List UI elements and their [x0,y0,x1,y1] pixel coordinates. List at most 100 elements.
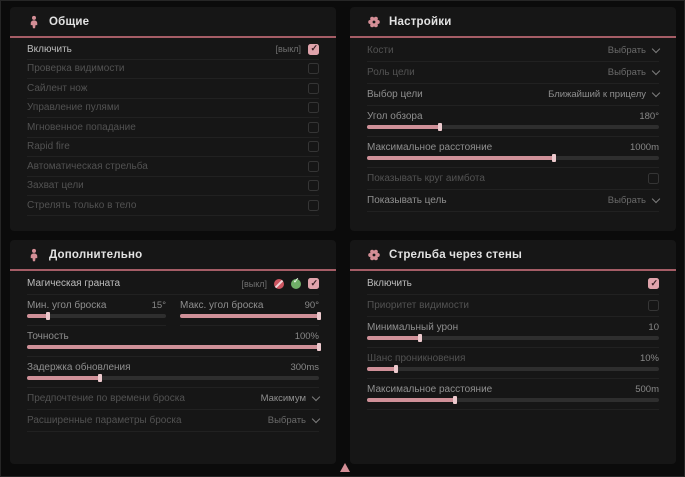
dropdown-value: Ближайший к прицелу [548,89,646,100]
dropdown[interactable]: Выбрать [608,44,661,56]
toggle-row: Приоритет видимости [367,295,659,317]
toggle-row: Rapid fire [27,138,319,157]
slider-value: 90° [304,299,319,311]
dropdown[interactable]: Ближайший к прицелу [548,88,661,100]
checkbox[interactable] [308,121,319,133]
slider-label: Задержка обновления [27,361,131,373]
keybind-tag: [выкл] [241,278,267,289]
slider-label: Мин. угол броска [27,299,107,311]
red-cross-icon[interactable] [274,278,284,289]
person-icon [30,15,38,28]
toggle-label: Проверка видимости [27,63,125,75]
slider-fill[interactable] [367,365,399,373]
checkbox[interactable] [648,173,659,184]
slider[interactable] [367,365,659,373]
slider-label: Максимальное расстояние [367,383,493,395]
toggle-row: Сайлент нож [27,79,319,99]
cursor-icon [340,463,350,472]
slider-value: 10% [639,352,659,364]
dropdown-label: Показывать цель [367,195,447,206]
dropdown-label: Выбор цели [367,89,423,100]
slider[interactable] [367,123,659,131]
panel-title: Стрельба через стены [389,248,523,261]
slider[interactable] [27,374,319,382]
dropdown-row: Выбор цели Ближайший к прицелу [367,84,661,106]
slider-row: Точность 100% [27,326,321,357]
gear-icon [368,16,380,27]
panel-general-header: Общие [10,7,336,38]
dropdown-row: Кости Выбрать [367,40,661,62]
toggle-row: Управление пулями [27,99,319,118]
slider-fill[interactable] [180,312,321,320]
slider-value: 180° [639,110,659,122]
slider-fill[interactable] [367,396,457,404]
slider[interactable] [27,343,321,351]
dropdown-row: Роль цели Выбрать [367,62,661,84]
dropdown-label: Роль цели [367,67,415,78]
checkbox[interactable] [308,141,319,153]
slider-value: 100% [294,330,319,342]
slider-row: Минимальный урон 10 [367,317,659,348]
dropdown-label: Предпочтение по времени броска [27,393,185,404]
checkbox[interactable] [648,278,659,289]
toggle-label: Автоматическая стрельба [27,160,148,172]
dropdown-label: Расширенные параметры броска [27,415,182,426]
slider-value: 500m [635,383,659,395]
dropdown-value: Выбрать [267,415,306,426]
toggle-label: Приоритет видимости [367,300,470,311]
checkbox[interactable] [308,180,319,192]
slider-label: Минимальный урон [367,321,459,333]
slider-row: Максимальное расстояние 1000m [367,137,659,168]
dropdown[interactable]: Максимум [260,392,321,404]
slider-value: 15° [151,299,166,311]
toggle-label: Включить [367,278,412,289]
panel-title: Дополнительно [49,248,143,261]
panel-settings-header: Настройки [350,7,676,38]
toggle-label: Захват цели [27,180,84,192]
slider-fill[interactable] [27,312,50,320]
checkbox[interactable] [308,160,319,172]
slider[interactable] [367,154,659,162]
slider-label: Угол обзора [367,110,423,122]
checkbox[interactable] [308,102,319,114]
dropdown-row: Расширенные параметры броска Выбрать [27,410,321,432]
chevron-down-icon [651,194,661,204]
slider[interactable] [180,312,321,320]
checkbox[interactable] [308,63,319,75]
checkbox[interactable] [308,278,319,289]
toggle-row: Проверка видимости [27,60,319,79]
slider-row: Макс. угол броска 90° [180,295,321,326]
toggle-label: Управление пулями [27,102,120,114]
slider[interactable] [27,312,166,320]
panel-extra: Дополнительно Магическая граната [выкл] … [10,240,336,464]
toggle-label: Стрелять только в тело [27,199,137,211]
slider-row: Мин. угол броска 15° [27,295,166,326]
slider-fill[interactable] [367,334,422,342]
toggle-row: Включить [367,273,659,295]
checkbox[interactable] [308,199,319,211]
toggle-row: Захват цели [27,177,319,196]
checkbox[interactable] [308,43,319,55]
panel-wallbang: Стрельба через стены Включить Приоритет … [350,240,676,464]
slider-label: Шанс проникновения [367,352,466,364]
slider-label: Точность [27,330,69,342]
dropdown[interactable]: Выбрать [267,414,321,426]
dropdown-value: Максимум [260,393,306,404]
panel-extra-header: Дополнительно [10,240,336,271]
slider[interactable] [367,334,659,342]
checkbox[interactable] [648,300,659,311]
slider-fill[interactable] [27,374,102,382]
green-check-icon[interactable] [291,276,301,289]
toggle-row: Магическая граната [выкл] [27,273,319,295]
checkbox[interactable] [308,82,319,94]
dropdown[interactable]: Выбрать [608,194,661,206]
slider-fill[interactable] [27,343,321,351]
dropdown[interactable]: Выбрать [608,66,661,78]
toggle-label: Мгновенное попадание [27,121,136,133]
slider[interactable] [367,396,659,404]
dual-slider-row: Мин. угол броска 15° Макс. угол броска 9… [27,295,321,326]
slider-fill[interactable] [367,154,556,162]
slider-fill[interactable] [367,123,442,131]
dropdown-row: Предпочтение по времени броска Максимум [27,388,321,410]
slider-row: Максимальное расстояние 500m [367,379,659,410]
